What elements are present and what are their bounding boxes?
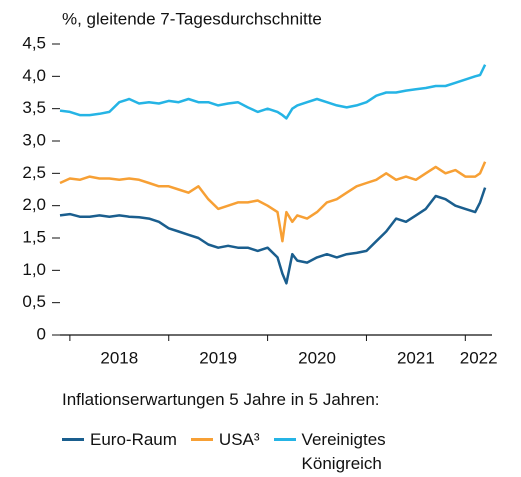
legend-swatch xyxy=(190,438,213,441)
line-series xyxy=(59,187,487,285)
legend-swatch xyxy=(273,438,296,441)
line-series xyxy=(59,161,487,243)
y-tick-label: 3,5 xyxy=(22,98,46,117)
legend-item: Vereinigtes Königreich xyxy=(273,428,412,476)
line-series xyxy=(59,64,487,120)
x-tick-label: 2020 xyxy=(298,348,336,367)
x-tick-label: 2019 xyxy=(199,348,237,367)
y-tick-label: 1,5 xyxy=(22,227,46,246)
legend-item: Euro-Raum xyxy=(62,428,177,476)
y-tick-label: 3,0 xyxy=(22,130,46,149)
x-tick-label: 2022 xyxy=(460,348,498,367)
legend-item: USA³ xyxy=(190,428,260,476)
y-tick-label: 2,0 xyxy=(22,195,46,214)
x-tick-label: 2021 xyxy=(397,348,435,367)
y-tick-label: 1,0 xyxy=(22,260,46,279)
y-tick-label: 4,0 xyxy=(22,66,46,85)
chart: %, gleitende 7-Tagesdurchschnitte 0 0,5 1,… xyxy=(22,9,498,367)
legend-label: Vereinigtes Königreich xyxy=(301,430,386,473)
y-tick-label: 4,5 xyxy=(22,33,46,52)
legend-label: Euro-Raum xyxy=(90,430,177,449)
y-tick-label: 0,5 xyxy=(22,292,46,311)
legend-swatch xyxy=(62,438,84,441)
x-tick-label: 2018 xyxy=(100,348,138,367)
y-tick-label: 0 xyxy=(37,324,46,343)
legend-title: Inflationserwartungen 5 Jahre in 5 Jahre… xyxy=(62,390,380,409)
legend-label: USA³ xyxy=(218,430,260,449)
legend: Euro-Raum USA³ Vereinigtes Königreich xyxy=(62,428,426,476)
chart-subtitle: %, gleitende 7-Tagesdurchschnitte xyxy=(62,9,322,28)
y-tick-label: 2,5 xyxy=(22,163,46,182)
